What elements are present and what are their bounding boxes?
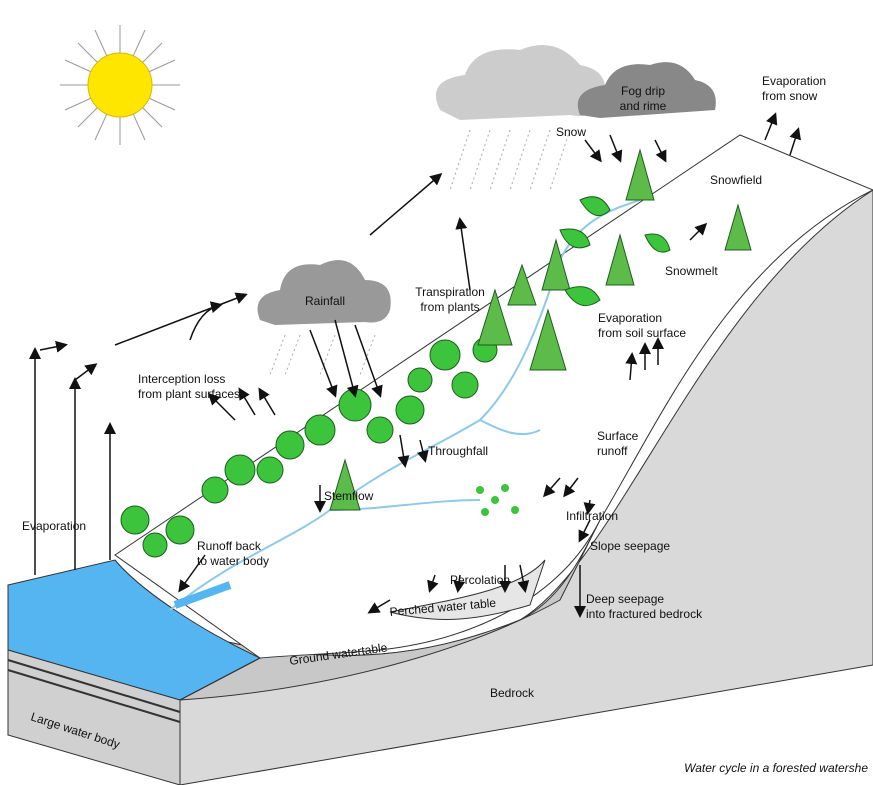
label: Snow: [556, 125, 586, 139]
label: Rainfall: [305, 294, 345, 308]
label: Fog drip: [621, 84, 665, 98]
page: {"labels": [ {"lines": ["Fog drip", "and…: [0, 0, 873, 785]
label: Transpiration: [415, 285, 485, 299]
diagram: Fog dripand rimeEvaporationfrom snowSnow…: [0, 0, 873, 785]
label: Bedrock: [490, 686, 535, 700]
caption: Water cycle in a forested watershe: [684, 761, 868, 775]
label: and rime: [620, 99, 667, 113]
label: from plant surfaces: [138, 387, 240, 401]
label: from soil surface: [598, 326, 686, 340]
label: Stemflow: [324, 489, 374, 503]
label: Evaporation: [762, 74, 826, 88]
label: from plants: [420, 300, 479, 314]
label: from snow: [762, 89, 818, 103]
label: Interception loss: [138, 372, 225, 386]
label: Percolation: [450, 573, 510, 587]
label: into fractured bedrock: [586, 607, 703, 621]
label: Snowmelt: [665, 264, 718, 278]
label: Evaporation: [22, 519, 86, 533]
label: runoff: [597, 444, 628, 458]
label: Snowfield: [710, 173, 762, 187]
label: Slope seepage: [590, 539, 670, 553]
label: Throughfall: [428, 444, 488, 458]
label: Surface: [597, 429, 639, 443]
sun: [60, 25, 180, 145]
label: Infiltration: [566, 509, 618, 523]
label: Evaporation: [598, 311, 662, 325]
label: Runoff back: [197, 539, 262, 553]
label: to water body: [197, 554, 269, 568]
label: Deep seepage: [586, 592, 664, 606]
